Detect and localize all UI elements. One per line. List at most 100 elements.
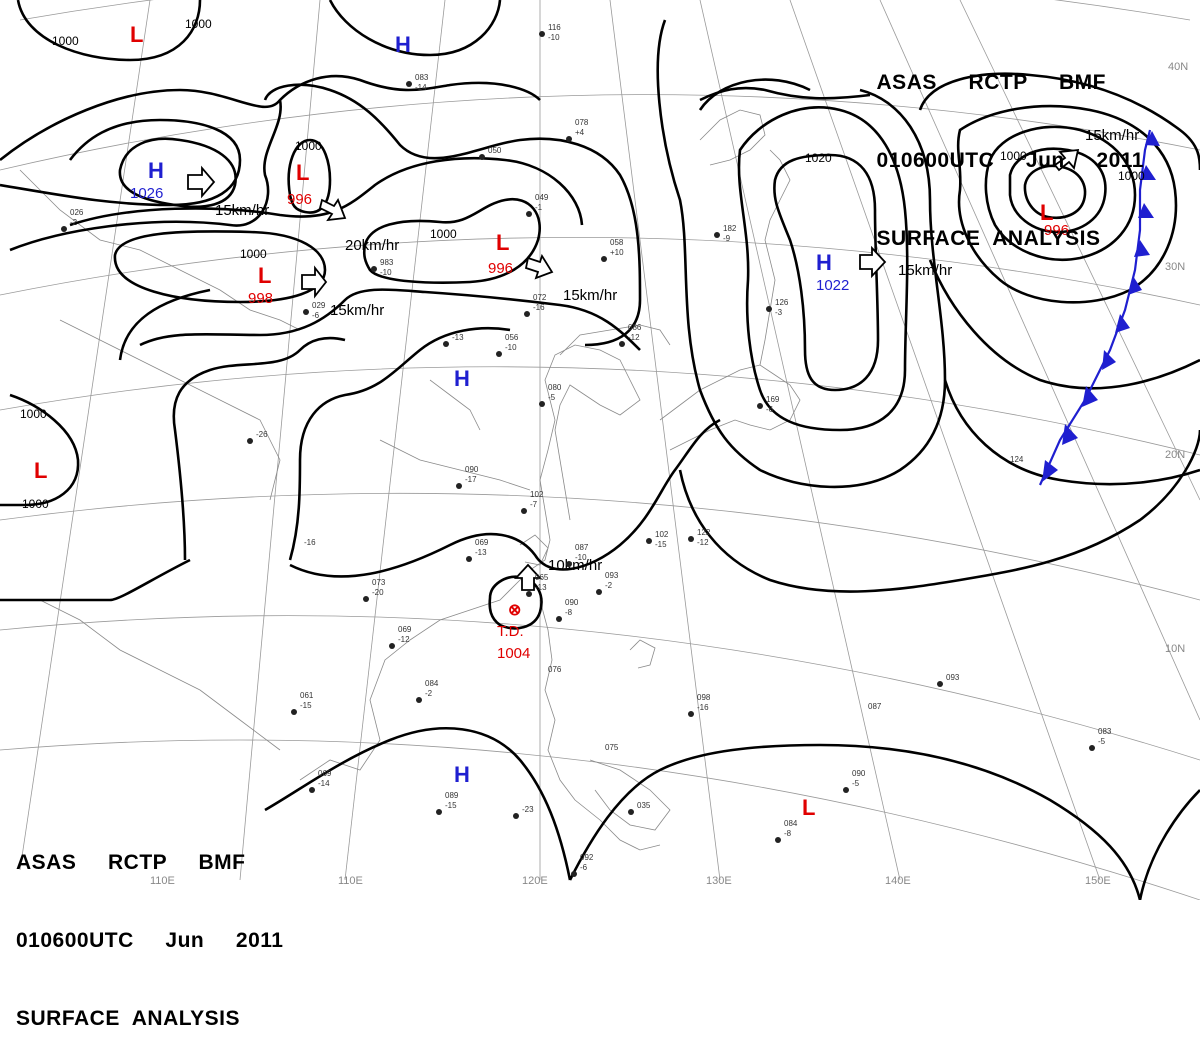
station-value: -2 xyxy=(70,218,78,227)
station-marker xyxy=(443,341,449,347)
station-marker xyxy=(556,616,562,622)
tropical-depression-icon: ⊗ xyxy=(508,602,521,619)
station-marker xyxy=(513,813,519,819)
station-value: 983 xyxy=(380,258,394,267)
station-value: -15 xyxy=(655,540,667,549)
isobar-label: 1000 xyxy=(295,139,322,153)
station-value: 061 xyxy=(300,691,314,700)
motion-label: 15km/hr xyxy=(898,262,952,279)
station-value: -12 xyxy=(697,538,709,547)
station-plots: 116-10083-14050078+4049-1058+10072-16056… xyxy=(61,23,1112,877)
station-marker xyxy=(466,556,472,562)
low-center-value: 998 xyxy=(248,290,273,307)
station-value: -16 xyxy=(304,538,316,547)
high-center: H xyxy=(148,158,164,183)
isobar-label: 1000 xyxy=(1118,169,1145,183)
station-value: -5 xyxy=(548,393,556,402)
station-marker xyxy=(619,341,625,347)
station-marker xyxy=(1089,745,1095,751)
station-value: 050 xyxy=(488,146,502,155)
low-center-value: 996 xyxy=(488,260,513,277)
station-value: 069 xyxy=(475,538,489,547)
station-value: 090 xyxy=(465,465,479,474)
station-value: 102 xyxy=(655,530,669,539)
station-marker xyxy=(479,154,485,160)
station-marker xyxy=(596,589,602,595)
tropical-depression: ⊗ T.D. 1004 xyxy=(497,602,530,662)
isobar-label: 1000 xyxy=(52,34,79,48)
station-value: -16 xyxy=(697,703,709,712)
station-value: 078 xyxy=(575,118,589,127)
station-value: 126 xyxy=(775,298,789,307)
station-value: 084 xyxy=(425,679,439,688)
low-center: L xyxy=(296,160,309,185)
station-marker xyxy=(628,809,634,815)
station-marker xyxy=(843,787,849,793)
station-value: 122 xyxy=(697,528,711,537)
isobar-label: 1000 xyxy=(430,227,457,241)
low-center: L xyxy=(130,22,143,47)
lon-label: 120E xyxy=(522,875,548,887)
station-value: 182 xyxy=(723,224,737,233)
high-center: H xyxy=(454,366,470,391)
motion-arrow xyxy=(301,265,328,299)
station-marker xyxy=(456,483,462,489)
station-value: -6 xyxy=(312,311,320,320)
station-value: +10 xyxy=(610,248,624,257)
motion-labels: 15km/hr 20km/hr 15km/hr 15km/hr 15km/hr … xyxy=(215,127,1139,574)
motion-label: 15km/hr xyxy=(563,287,617,304)
station-marker xyxy=(646,538,652,544)
header-line-2: 010600UTC Jun 2011 xyxy=(16,929,284,952)
motion-label: 15km/hr xyxy=(330,302,384,319)
station-value: 035 xyxy=(637,801,651,810)
chart-header-top-right: ASAS RCTP BMF 010600UTC Jun 2011 SURFACE… xyxy=(877,18,1144,278)
station-value: 087 xyxy=(868,702,882,711)
station-marker xyxy=(714,232,720,238)
station-value: 080 xyxy=(548,383,562,392)
lat-label: 10N xyxy=(1165,643,1185,655)
station-value: 084 xyxy=(784,819,798,828)
station-value: -12 xyxy=(398,635,410,644)
station-value: 029 xyxy=(312,301,326,310)
lat-label: 30N xyxy=(1165,261,1185,273)
lon-label: 110E xyxy=(150,875,175,887)
station-marker xyxy=(937,681,943,687)
station-value: 049 xyxy=(535,193,549,202)
station-marker xyxy=(526,211,532,217)
pressure-centers: L H H 1026 L 996 L 998 L 996 H H 1022 L … xyxy=(34,22,1069,820)
motion-arrow xyxy=(513,563,543,591)
station-value: 065 xyxy=(535,573,549,582)
station-value: 092 xyxy=(580,853,594,862)
station-value: +4 xyxy=(575,128,585,137)
station-value: 076 xyxy=(548,665,562,674)
station-value: -10 xyxy=(575,553,587,562)
cold-front xyxy=(1038,129,1160,486)
isobar-label: 1000 xyxy=(185,17,212,31)
motion-label: 10km/hr xyxy=(548,557,602,574)
station-marker xyxy=(436,809,442,815)
station-value: 072 xyxy=(533,293,547,302)
station-marker xyxy=(291,709,297,715)
station-value: 069 xyxy=(318,769,332,778)
isobars xyxy=(0,0,1200,900)
station-marker xyxy=(247,438,253,444)
station-value: -26 xyxy=(256,430,268,439)
station-value: -13 xyxy=(452,333,464,342)
station-value: 026 xyxy=(70,208,84,217)
lat-label: 20N xyxy=(1165,449,1185,461)
header-line-3: SURFACE ANALYSIS xyxy=(876,227,1101,250)
station-value: 069 xyxy=(398,625,412,634)
station-marker xyxy=(766,306,772,312)
high-center-value: 1026 xyxy=(130,185,163,202)
station-value: 089 xyxy=(445,791,459,800)
motion-arrow xyxy=(859,245,887,279)
station-marker xyxy=(416,697,422,703)
station-value: 098 xyxy=(697,693,711,702)
station-value: 087 xyxy=(575,543,589,552)
chart-header-bottom-left: ASAS RCTP BMF 010600UTC Jun 2011 SURFACE… xyxy=(16,798,283,1058)
station-marker xyxy=(526,591,532,597)
isobar-label: 1000 xyxy=(240,247,267,261)
station-value: -17 xyxy=(465,475,477,484)
station-marker xyxy=(601,256,607,262)
motion-arrows xyxy=(187,148,1080,591)
